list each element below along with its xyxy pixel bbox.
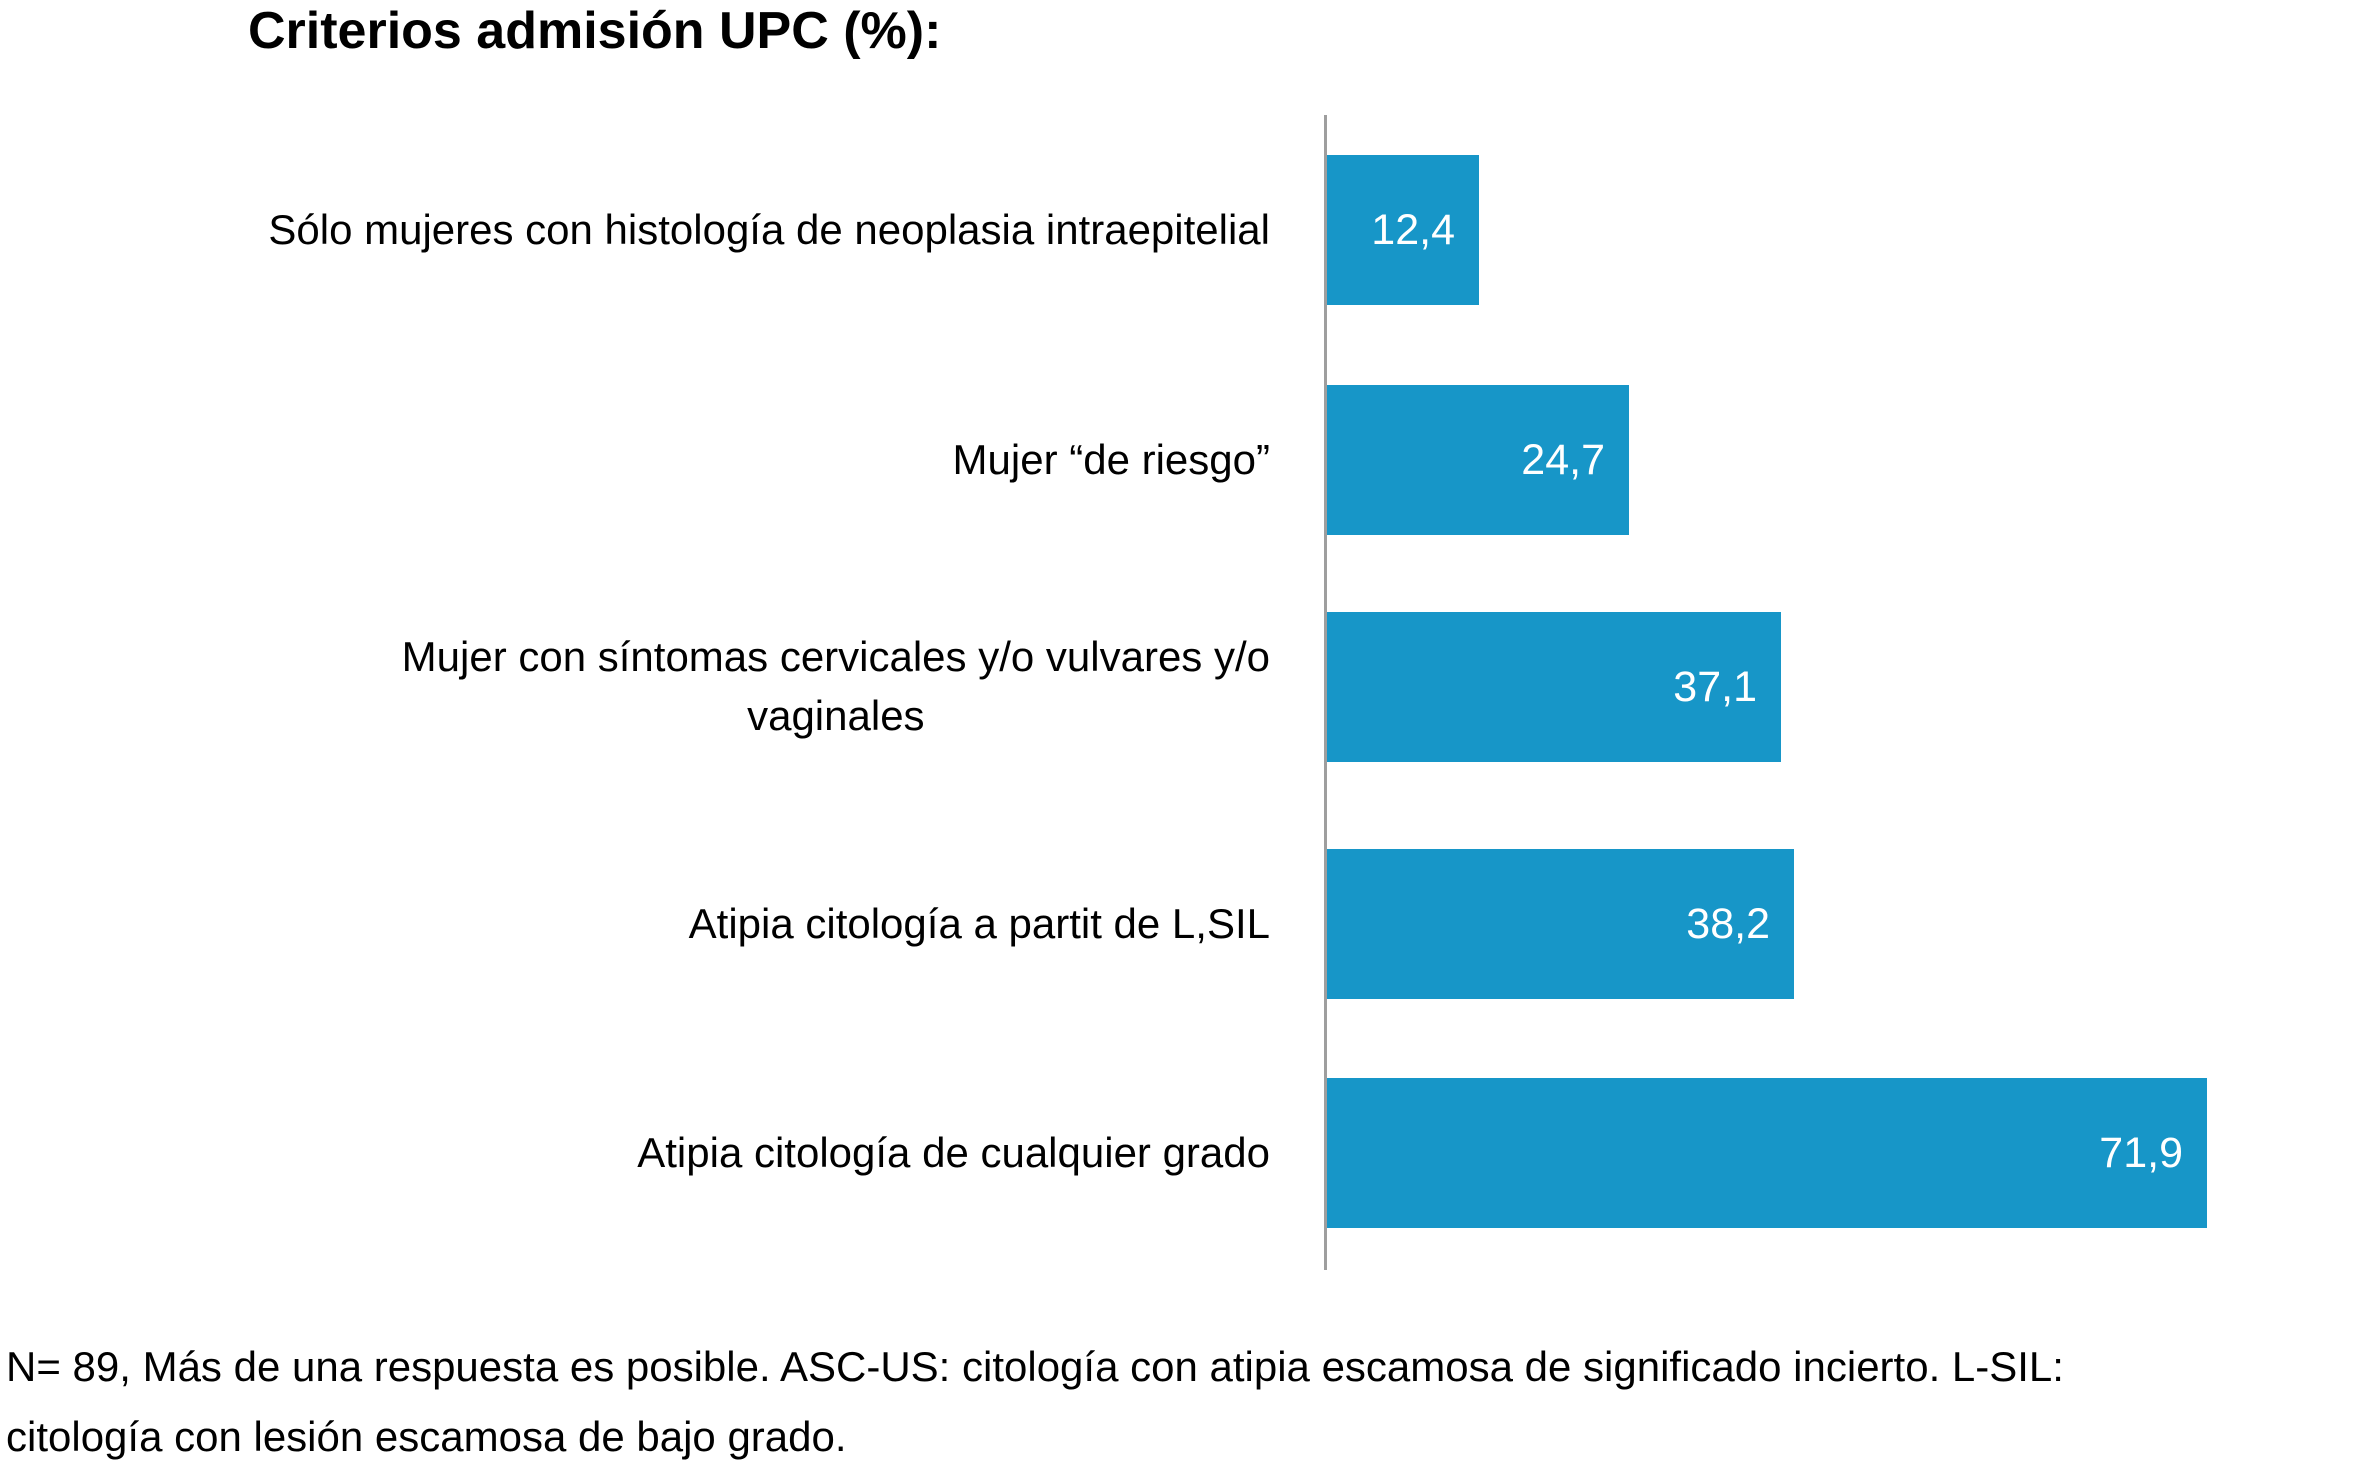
category-label: Mujer “de riesgo”	[952, 435, 1270, 483]
category-label: Atipia citología de cualquier grado	[637, 1128, 1270, 1176]
category-label-cell: Mujer “de riesgo”	[0, 385, 1270, 535]
category-label: Sólo mujeres con histología de neoplasia…	[268, 205, 1270, 253]
bar-row: Sólo mujeres con histología de neoplasia…	[0, 155, 2372, 305]
category-label-cell: Mujer con síntomas cervicales y/o vulvar…	[0, 612, 1270, 762]
bar-value-label: 24,7	[1521, 435, 1605, 484]
bar: 37,1	[1327, 612, 1781, 762]
bar-value-label: 12,4	[1371, 205, 1455, 254]
bar-value-label: 38,2	[1686, 899, 1770, 948]
category-label: Mujer con síntomas cervicales y/o vulvar…	[401, 633, 1270, 739]
category-label-cell: Sólo mujeres con histología de neoplasia…	[0, 155, 1270, 305]
footnote: N= 89, Más de una respuesta es posible. …	[6, 1332, 2370, 1472]
bar-row: Atipia citología de cualquier grado 71,9	[0, 1078, 2372, 1228]
footnote-line-2: citología con lesión escamosa de bajo gr…	[6, 1413, 847, 1460]
category-label: Atipia citología a partit de L,SIL	[688, 899, 1270, 947]
bar-row: Mujer “de riesgo” 24,7	[0, 385, 2372, 535]
bar-value-label: 71,9	[2099, 1128, 2183, 1177]
bar-row: Atipia citología a partit de L,SIL 38,2	[0, 849, 2372, 999]
bar: 24,7	[1327, 385, 1629, 535]
y-axis-line	[1324, 115, 1327, 1270]
category-label-cell: Atipia citología a partit de L,SIL	[0, 849, 1270, 999]
footnote-line-1: N= 89, Más de una respuesta es posible. …	[6, 1343, 2064, 1390]
bar-row: Mujer con síntomas cervicales y/o vulvar…	[0, 612, 2372, 762]
category-label-cell: Atipia citología de cualquier grado	[0, 1078, 1270, 1228]
bar: 38,2	[1327, 849, 1794, 999]
bar: 71,9	[1327, 1078, 2207, 1228]
chart-title: Criterios admisión UPC (%):	[248, 2, 942, 60]
bar: 12,4	[1327, 155, 1479, 305]
bar-value-label: 37,1	[1673, 662, 1757, 711]
